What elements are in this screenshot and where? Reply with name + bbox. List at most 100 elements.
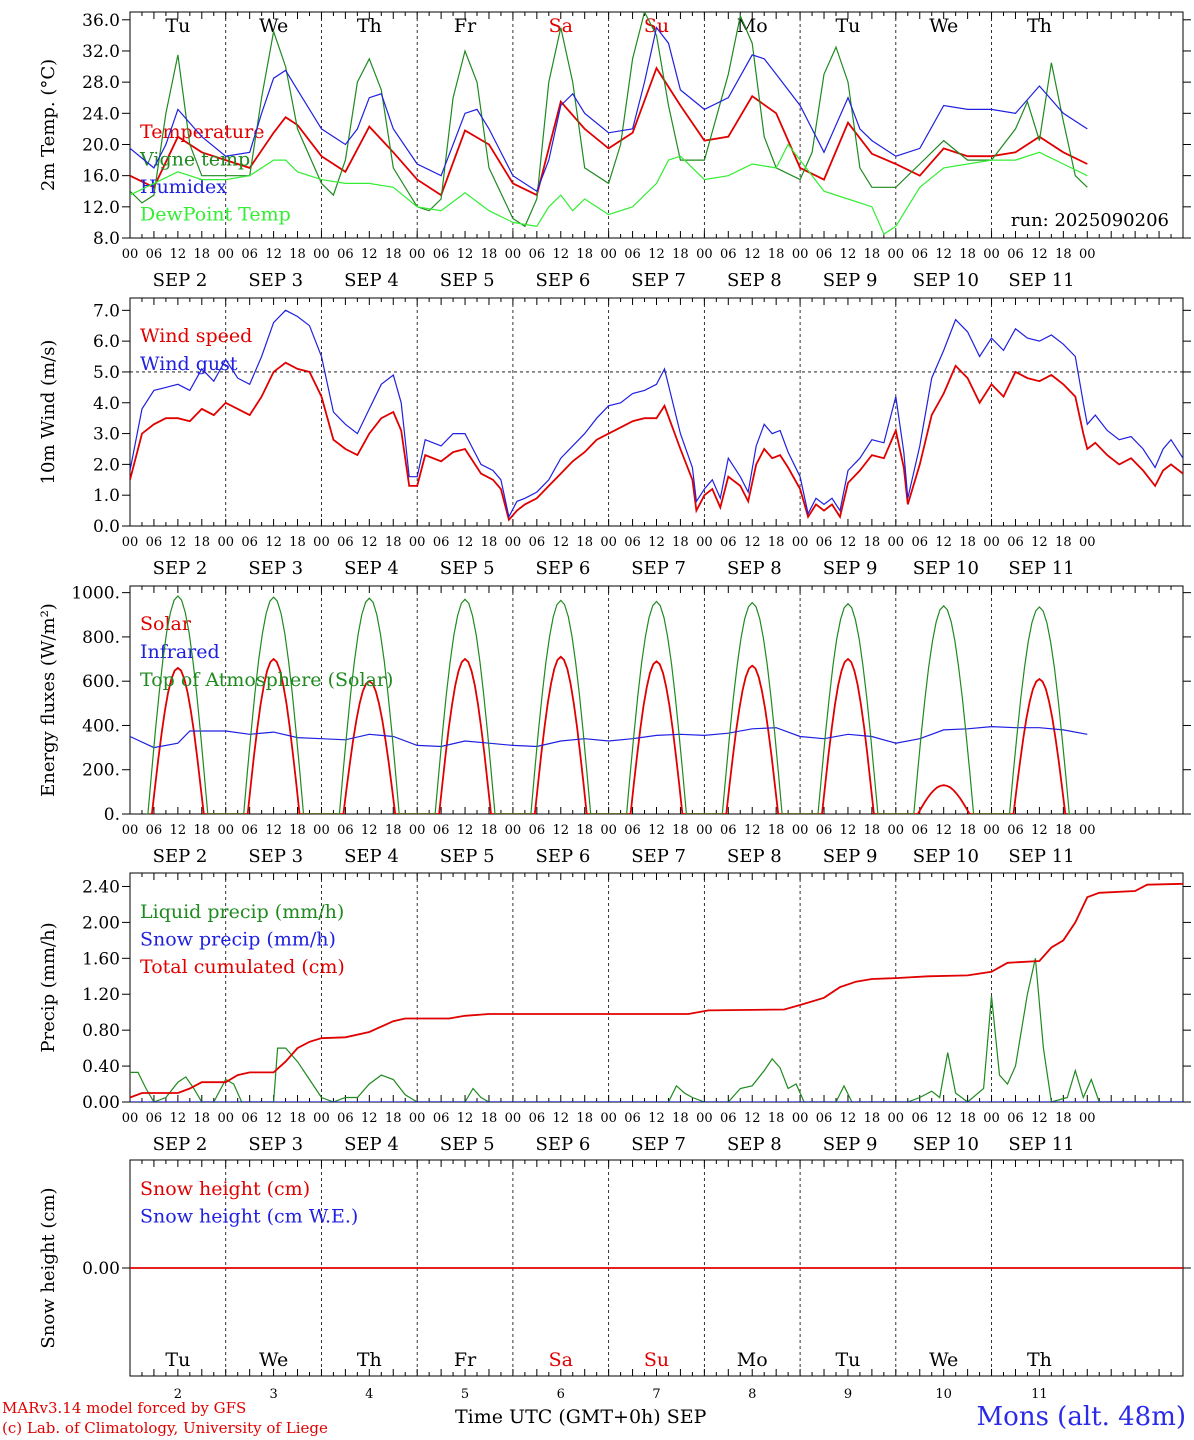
- y-tick-label: 2.40: [82, 877, 120, 897]
- hour-tick-label: 00: [888, 247, 905, 262]
- day-of-week-label: Sa: [549, 1349, 573, 1371]
- hour-tick-label: 00: [792, 823, 809, 838]
- date-label: SEP 8: [727, 558, 782, 579]
- hour-tick-label: 18: [576, 823, 593, 838]
- hour-tick-label: 18: [768, 535, 785, 550]
- date-label: SEP 3: [248, 1134, 303, 1155]
- hour-tick-label: 12: [457, 535, 474, 550]
- hour-tick-label: 00: [409, 1111, 426, 1126]
- hour-tick-label: 18: [864, 247, 881, 262]
- hour-tick-label: 06: [911, 1111, 928, 1126]
- hour-tick-label: 18: [194, 1111, 211, 1126]
- x-title-text: Time UTC (GMT+0h): [455, 1406, 661, 1428]
- hour-tick-label: 06: [241, 1111, 258, 1126]
- hour-tick-label: 00: [983, 247, 1000, 262]
- legend-entry: Humidex: [140, 176, 227, 198]
- y-tick-label: 0.: [104, 805, 120, 825]
- y-tick-label: 800.: [82, 628, 120, 648]
- hour-tick-label: 18: [194, 535, 211, 550]
- hour-tick-label: 00: [600, 535, 617, 550]
- hour-tick-label: 06: [433, 1111, 450, 1126]
- day-of-week-label: We: [929, 1349, 958, 1371]
- y-tick-label: 2.0: [93, 455, 120, 475]
- hour-tick-label: 18: [672, 247, 689, 262]
- legend-entry: DewPoint Temp: [140, 204, 291, 226]
- hour-tick-label: 12: [457, 1111, 474, 1126]
- hour-tick-label: 12: [361, 247, 378, 262]
- hour-tick-label: 06: [624, 823, 641, 838]
- y-tick-label: 0.00: [82, 1259, 120, 1279]
- hour-tick-label: 18: [672, 1111, 689, 1126]
- hour-tick-label: 12: [265, 535, 282, 550]
- y-tick-label: 2.00: [82, 913, 120, 933]
- hour-tick-label: 06: [720, 823, 737, 838]
- hour-tick-label: 18: [481, 247, 498, 262]
- y-tick-label: 24.0: [82, 104, 120, 124]
- hour-tick-label: 12: [361, 1111, 378, 1126]
- legend-entry: Wind speed: [140, 325, 252, 347]
- credit-lab: (c) Lab. of Climatology, University of L…: [2, 1419, 328, 1437]
- day-of-week-label: Tu: [165, 15, 190, 37]
- hour-tick-label: 00: [122, 535, 139, 550]
- y-tick-label: 28.0: [82, 73, 120, 93]
- panel-energy: 1000. 800. 600. 400. 200. 0. Energy fluxes (W/…: [38, 584, 1191, 867]
- date-label: SEP 3: [248, 270, 303, 291]
- hour-tick-label: 06: [1007, 535, 1024, 550]
- date-label: SEP 3: [248, 558, 303, 579]
- hour-tick-label: 00: [217, 247, 234, 262]
- meteogram-chart: 36.032.028.024.020.016.012.08.02m Temp. …: [38, 11, 1191, 1400]
- hour-tick-label: 18: [289, 535, 306, 550]
- hour-tick-label: 00: [696, 535, 713, 550]
- day-of-week-label: Mo: [737, 15, 768, 37]
- hour-tick-label: 00: [505, 535, 522, 550]
- day-of-week-label: Th: [1027, 15, 1052, 37]
- hour-tick-label: 00: [1079, 535, 1096, 550]
- hour-tick-label: 06: [816, 823, 833, 838]
- day-number-label: 6: [557, 1387, 565, 1400]
- day-number-label: 9: [844, 1387, 852, 1400]
- hour-tick-label: 00: [1079, 823, 1096, 838]
- hour-tick-label: 06: [720, 535, 737, 550]
- hour-tick-label: 00: [217, 535, 234, 550]
- hour-tick-label: 00: [313, 535, 330, 550]
- hour-tick-label: 12: [552, 823, 569, 838]
- hour-tick-label: 00: [313, 1111, 330, 1126]
- hour-tick-label: 06: [911, 535, 928, 550]
- day-of-week-label: We: [259, 15, 288, 37]
- hour-tick-label: 00: [983, 535, 1000, 550]
- series-line-vigne-temp: [130, 12, 1088, 228]
- hour-tick-label: 06: [337, 823, 354, 838]
- hour-tick-label: 12: [840, 1111, 857, 1126]
- date-label: SEP 11: [1008, 558, 1074, 579]
- hour-tick-label: 06: [433, 247, 450, 262]
- hour-tick-label: 12: [1031, 535, 1048, 550]
- hour-tick-label: 00: [409, 823, 426, 838]
- hour-tick-label: 00: [505, 247, 522, 262]
- hour-tick-label: 06: [146, 823, 163, 838]
- date-label: SEP 4: [344, 846, 399, 867]
- hour-tick-label: 18: [481, 535, 498, 550]
- hour-tick-label: 12: [265, 1111, 282, 1126]
- hour-tick-label: 12: [552, 1111, 569, 1126]
- hour-tick-label: 18: [1055, 1111, 1072, 1126]
- hour-tick-label: 00: [217, 823, 234, 838]
- hour-tick-label: 00: [888, 823, 905, 838]
- hour-tick-label: 12: [170, 535, 187, 550]
- date-label: SEP 9: [823, 270, 878, 291]
- hour-tick-label: 12: [840, 535, 857, 550]
- hour-tick-label: 12: [744, 535, 761, 550]
- y-axis-label: 10m Wind (m/s): [38, 340, 59, 485]
- date-label: SEP 11: [1008, 846, 1074, 867]
- hour-tick-label: 00: [983, 1111, 1000, 1126]
- station-name: Mons (alt. 48m): [976, 1402, 1186, 1432]
- legend-entry: Temperature: [140, 121, 264, 143]
- date-label: SEP 10: [913, 270, 979, 291]
- hour-tick-label: 00: [792, 535, 809, 550]
- y-axis-label: Snow height (cm): [38, 1187, 59, 1348]
- panel-frame: [129, 297, 1184, 527]
- y-tick-label: 1.20: [82, 985, 120, 1005]
- date-label: SEP 6: [536, 270, 591, 291]
- date-label: SEP 6: [536, 558, 591, 579]
- day-number-label: 2: [174, 1387, 182, 1400]
- panel-precip: 2.40 2.00 1.60 1.20 0.80 0.40 0.00 Precip (mm/h…: [38, 872, 1191, 1155]
